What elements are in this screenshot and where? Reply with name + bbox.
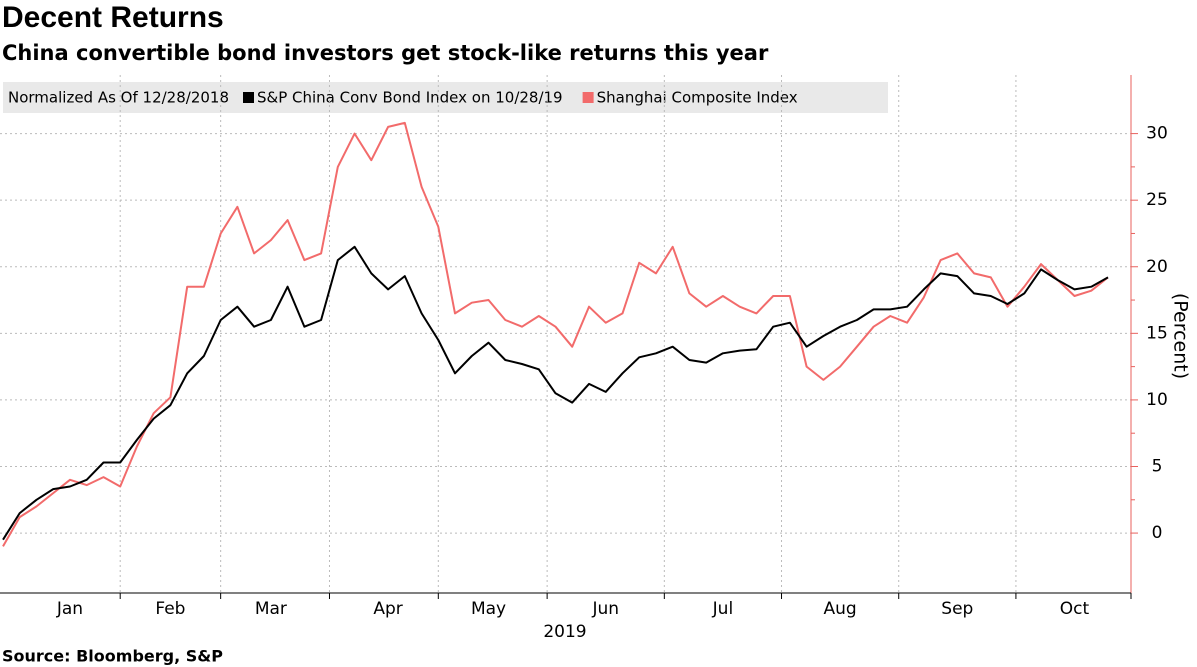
y-tick-label: 25	[1146, 190, 1168, 210]
y-tick-label: 15	[1146, 323, 1168, 343]
series-line	[2, 121, 1109, 547]
legend-swatch	[243, 92, 254, 103]
series-line	[2, 245, 1109, 541]
y-tick-label: 5	[1152, 456, 1163, 476]
x-tick-label: Sep	[941, 599, 973, 619]
x-tick-label: Jan	[56, 599, 83, 619]
legend-title: Normalized As Of 12/28/2018	[8, 89, 229, 107]
chart-subtitle: China convertible bond investors get sto…	[2, 41, 769, 65]
x-tick-label: Apr	[373, 599, 402, 619]
legend-swatch	[582, 92, 594, 103]
x-tick-label: Feb	[155, 599, 185, 619]
x-tick-label: Oct	[1060, 599, 1090, 619]
x-tick-label: Jun	[591, 599, 619, 619]
x-tick-label: Jul	[712, 599, 734, 619]
x-tick-label: Aug	[824, 599, 857, 619]
y-tick-label: 20	[1146, 257, 1168, 277]
y-tick-label: 30	[1146, 124, 1168, 144]
x-tick-label: May	[471, 599, 506, 619]
y-tick-label: 10	[1146, 390, 1168, 410]
legend-label: S&P China Conv Bond Index on 10/28/19	[257, 89, 563, 107]
y-axis-label: (Percent)	[1170, 293, 1192, 379]
x-tick-label: Mar	[255, 599, 287, 619]
chart-title: Decent Returns	[2, 1, 224, 34]
legend-box	[3, 82, 888, 113]
x-axis-label: 2019	[543, 622, 586, 642]
legend-label: Shanghai Composite Index	[597, 89, 798, 107]
source-note: Source: Bloomberg, S&P	[2, 647, 223, 666]
y-tick-label: 0	[1152, 523, 1163, 543]
